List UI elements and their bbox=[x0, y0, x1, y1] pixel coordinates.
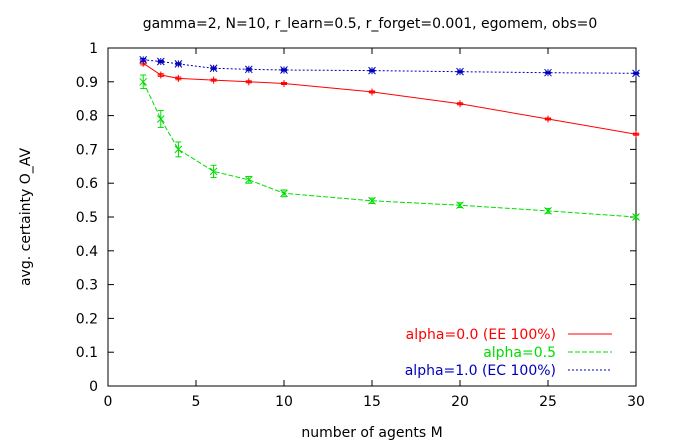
data-point bbox=[632, 130, 640, 138]
data-point bbox=[244, 65, 253, 74]
legend: alpha=0.0 (EE 100%) alpha=0.5 alpha=1.0 (E… bbox=[405, 327, 612, 379]
series-line bbox=[143, 59, 637, 74]
data-point bbox=[456, 67, 464, 76]
data-point bbox=[280, 189, 288, 198]
y-tick-label: 0.1 bbox=[76, 345, 98, 361]
data-point bbox=[632, 213, 640, 221]
data-point bbox=[368, 66, 376, 75]
data-point bbox=[368, 88, 376, 96]
y-tick-label: 0.2 bbox=[76, 311, 98, 327]
data-point bbox=[210, 76, 218, 84]
data-point bbox=[209, 167, 218, 176]
series-layer bbox=[139, 55, 640, 221]
data-point bbox=[632, 69, 640, 78]
y-tick-label: 1 bbox=[89, 41, 98, 57]
data-point bbox=[157, 71, 165, 79]
series-1 bbox=[139, 59, 640, 138]
data-point bbox=[368, 196, 376, 205]
data-point bbox=[544, 68, 552, 77]
data-point bbox=[156, 57, 165, 66]
x-tick-label: 0 bbox=[104, 394, 113, 410]
series-2 bbox=[139, 74, 640, 221]
x-axis: 0 5 10 15 20 25 30 bbox=[104, 48, 645, 410]
series-line bbox=[142, 62, 637, 135]
y-tick-label: 0.3 bbox=[76, 278, 98, 294]
data-point bbox=[209, 64, 218, 73]
x-tick-label: 20 bbox=[451, 394, 469, 410]
legend-label: alpha=1.0 (EC 100%) bbox=[405, 363, 556, 379]
chart-title: gamma=2, N=10, r_learn=0.5, r_forget=0.0… bbox=[143, 16, 598, 32]
data-point bbox=[456, 100, 464, 108]
x-axis-label: number of agents M bbox=[301, 425, 442, 441]
data-point bbox=[544, 115, 552, 123]
y-tick-label: 0.6 bbox=[76, 176, 98, 192]
y-tick-label: 0.9 bbox=[76, 75, 98, 91]
data-point bbox=[156, 115, 165, 123]
plot-frame bbox=[107, 47, 637, 387]
data-point bbox=[456, 201, 464, 210]
y-axis: 0 0.1 0.2 0.3 0.4 0.5 0.6 0.7 0.8 0.9 1 bbox=[76, 41, 636, 395]
y-tick-label: 0.5 bbox=[76, 210, 98, 226]
x-tick-label: 15 bbox=[363, 394, 381, 410]
legend-label: alpha=0.5 bbox=[483, 345, 556, 361]
data-point bbox=[139, 55, 148, 64]
data-point bbox=[280, 79, 288, 87]
data-point bbox=[280, 66, 288, 74]
y-axis-label: avg. certainty O_AV bbox=[18, 148, 34, 286]
data-point bbox=[174, 74, 182, 82]
y-tick-label: 0 bbox=[89, 379, 98, 395]
y-tick-label: 0.7 bbox=[76, 142, 98, 158]
x-tick-label: 25 bbox=[539, 394, 557, 410]
data-point bbox=[139, 77, 148, 86]
series-line bbox=[142, 81, 637, 218]
x-tick-label: 5 bbox=[192, 394, 201, 410]
data-point bbox=[174, 60, 183, 68]
data-point bbox=[244, 175, 253, 184]
data-point bbox=[174, 145, 183, 154]
data-point bbox=[544, 207, 552, 215]
y-tick-label: 0.4 bbox=[76, 244, 98, 260]
x-tick-label: 10 bbox=[275, 394, 293, 410]
series-3 bbox=[139, 55, 640, 78]
data-point bbox=[245, 78, 253, 86]
y-tick-label: 0.8 bbox=[76, 109, 98, 125]
legend-label: alpha=0.0 (EE 100%) bbox=[406, 327, 556, 343]
x-tick-label: 30 bbox=[627, 394, 645, 410]
